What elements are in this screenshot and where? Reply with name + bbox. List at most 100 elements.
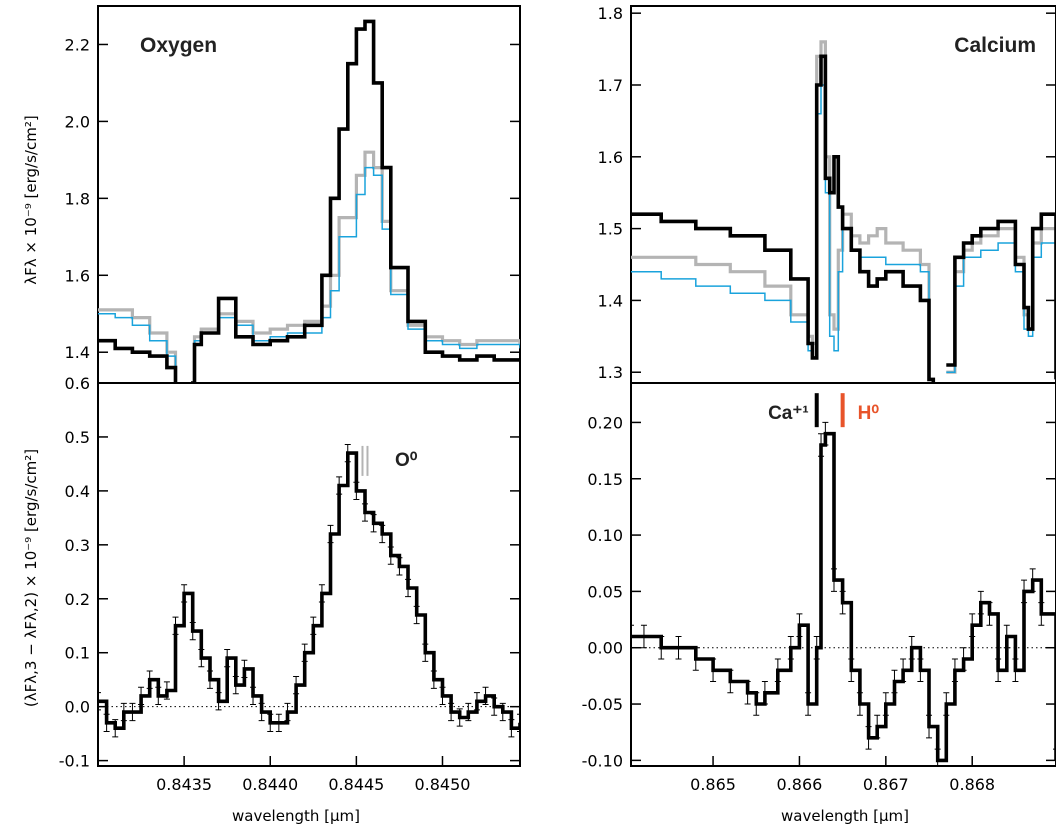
error-bar <box>275 713 282 732</box>
x-tick-label: 0.8435 <box>156 775 212 794</box>
error-bar <box>774 658 781 683</box>
y-tick-label: 0.10 <box>587 526 623 545</box>
error-bar <box>744 681 751 705</box>
error-bar <box>120 702 127 722</box>
panel-calcium-difference: wavelength [μm] -0.10 -0.05 0.00 0.05 0.10 0.… <box>582 382 1056 825</box>
y-tick-label: -0.10 <box>582 751 623 770</box>
series-blue-line <box>98 166 520 383</box>
error-bar <box>727 669 734 694</box>
error-bar <box>336 476 343 495</box>
error-bar <box>517 713 520 732</box>
y-tick-label: 0.20 <box>587 413 623 432</box>
error-bar <box>379 524 386 544</box>
error-bar <box>818 433 825 457</box>
y-tick-label: 2.2 <box>65 35 90 54</box>
plot-frame <box>97 382 521 767</box>
y-tick-label: 0.6 <box>65 374 90 393</box>
error-bar <box>258 702 265 722</box>
error-bar <box>181 584 188 603</box>
error-bar <box>977 590 984 615</box>
error-bar <box>396 557 403 576</box>
error-bar <box>98 692 101 711</box>
error-bar <box>830 568 837 592</box>
panel-oxygen-difference: (λFλ,3 − λFλ,2) × 10⁻⁹ [erg/s/cm²] wavel… <box>22 374 521 825</box>
error-bar <box>465 702 472 722</box>
plot-frame <box>630 382 1056 767</box>
ion-label-calcium: Ca⁺¹ <box>768 403 809 424</box>
error-bar <box>163 681 170 700</box>
y-tick-label: 1.6 <box>65 266 90 285</box>
error-bar <box>508 719 515 738</box>
y-tick-label: 0.0 <box>65 698 90 717</box>
error-bar <box>310 616 317 635</box>
error-bar <box>189 622 196 641</box>
error-bar <box>805 692 812 716</box>
error-bar <box>112 719 119 738</box>
series-black-line <box>98 451 520 730</box>
error-bar <box>250 686 257 706</box>
error-bar <box>422 643 429 662</box>
error-bar <box>172 616 179 635</box>
error-bar <box>1021 579 1028 604</box>
error-bar <box>344 443 351 463</box>
x-tick-label: 0.8440 <box>242 775 298 794</box>
y-tick-label: 2.0 <box>65 112 90 131</box>
error-bar <box>473 692 480 711</box>
error-bar <box>900 658 907 683</box>
panel-oxygen-flux: Oxygen λFλ × 10⁻⁹ [erg/s/cm²] 1.4 1.6 1.8 2… <box>22 5 521 384</box>
error-bar <box>692 647 699 671</box>
plot-frame <box>630 5 1056 384</box>
error-bar <box>943 692 950 716</box>
error-bar <box>787 635 794 660</box>
ion-label-oxygen: O⁰ <box>395 450 418 471</box>
error-bar <box>822 421 829 446</box>
y-tick-label: 0.15 <box>587 470 623 489</box>
error-bar <box>882 692 889 716</box>
y-tick-label: 0.05 <box>587 582 623 601</box>
error-bar <box>1029 568 1036 592</box>
error-bar <box>848 658 855 683</box>
error-bar <box>198 648 205 668</box>
y-tick-label: 1.7 <box>598 76 623 95</box>
y-axis-title-difference: (λFλ,3 − λFλ,2) × 10⁻⁹ [erg/s/cm²] <box>22 449 40 707</box>
error-bar <box>926 714 933 739</box>
y-tick-label: 1.4 <box>65 343 90 362</box>
error-bar <box>456 708 463 727</box>
x-tick-label: 0.867 <box>863 775 909 794</box>
error-bar <box>675 635 682 660</box>
series-black-line <box>631 431 1056 763</box>
error-bar <box>951 658 958 683</box>
y-tick-label: 1.8 <box>65 189 90 208</box>
error-bar <box>327 524 334 544</box>
error-bar <box>318 584 325 603</box>
error-bar <box>1012 658 1019 683</box>
y-tick-label: 1.5 <box>598 220 623 239</box>
error-bar <box>1038 602 1045 626</box>
error-bar <box>413 605 420 625</box>
error-bar <box>138 686 145 706</box>
error-bar <box>224 648 231 668</box>
error-bar <box>874 714 881 739</box>
error-bar <box>865 726 872 750</box>
x-tick-label: 0.865 <box>690 775 736 794</box>
error-bar <box>995 658 1002 683</box>
y-tick-label: 0.3 <box>65 536 90 555</box>
error-bar <box>293 675 300 695</box>
error-bar <box>1003 624 1010 649</box>
error-bar <box>986 602 993 626</box>
error-bar <box>710 658 717 683</box>
error-bar <box>908 635 915 660</box>
y-tick-label: -0.1 <box>59 752 90 771</box>
error-bar <box>482 686 489 706</box>
y-tick-label: 1.3 <box>598 363 623 382</box>
series-black-line <box>98 19 520 383</box>
error-bar <box>891 669 898 694</box>
panel-title-oxygen: Oxygen <box>140 34 217 57</box>
ion-label-hydrogen: H⁰ <box>858 403 880 424</box>
error-bar <box>370 514 377 533</box>
y-axis-title-flux: λFλ × 10⁻⁹ [erg/s/cm²] <box>22 115 40 284</box>
error-bar <box>215 692 222 711</box>
error-bar <box>856 692 863 716</box>
y-tick-label: 0.00 <box>587 639 623 658</box>
y-tick-label: 0.2 <box>65 590 90 609</box>
